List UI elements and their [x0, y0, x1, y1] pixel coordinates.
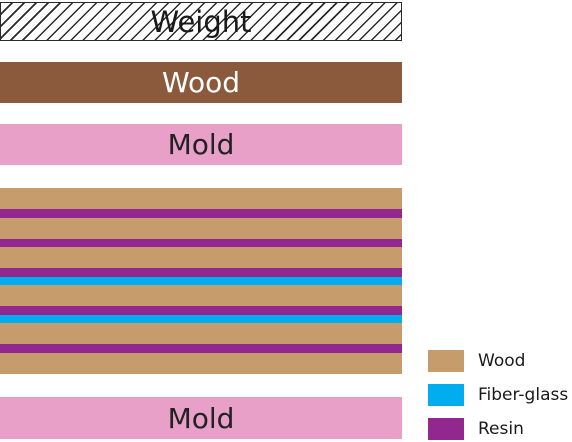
legend-swatch-resin: [428, 418, 464, 440]
legend-item-fiberglass: Fiber-glass: [428, 384, 572, 406]
laminate-stack: [0, 188, 402, 374]
laminate-layer-resin: [0, 209, 402, 218]
laminate-layer-wood: [0, 352, 402, 374]
laminate-layer-fiberglass: [0, 314, 402, 324]
laminate-layer-resin: [0, 238, 402, 248]
weight-label: Weight: [150, 4, 252, 39]
legend-label-resin: Resin: [478, 419, 524, 439]
legend-swatch-fiberglass: [428, 384, 464, 406]
laminate-layer-wood: [0, 323, 402, 345]
laminate-layer-resin: [0, 268, 402, 277]
wood-block: Wood: [0, 62, 402, 103]
laminate-layer-fiberglass: [0, 276, 402, 286]
laminate-layer-wood: [0, 247, 402, 269]
mold-bottom-block: Mold: [0, 397, 402, 439]
laminate-layer-wood: [0, 217, 402, 239]
mold-top-label: Mold: [167, 128, 235, 161]
legend-item-resin: Resin: [428, 418, 572, 440]
legend-label-fiberglass: Fiber-glass: [478, 385, 569, 405]
wood-block-label: Wood: [161, 66, 241, 99]
weight-block: Weight: [0, 2, 402, 41]
laminate-layer-resin: [0, 344, 402, 353]
laminate-layer-resin: [0, 306, 402, 315]
mold-bottom-label: Mold: [167, 401, 235, 435]
mold-top-block: Mold: [0, 124, 402, 165]
legend-label-wood: Wood: [478, 351, 526, 371]
legend-swatch-wood: [428, 350, 464, 372]
legend-item-wood: Wood: [428, 350, 572, 372]
laminate-layer-wood: [0, 188, 402, 210]
laminate-layer-wood: [0, 285, 402, 307]
